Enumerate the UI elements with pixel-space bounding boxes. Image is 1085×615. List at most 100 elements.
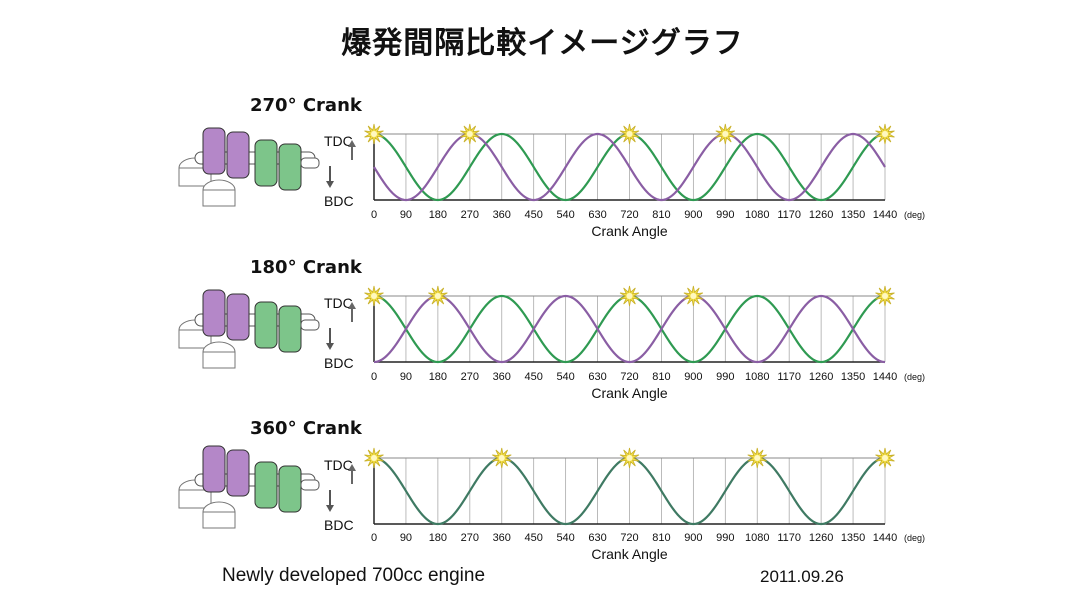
x-tick-label: 540: [556, 532, 574, 544]
x-tick-label: 540: [556, 209, 574, 221]
x-tick-label: 720: [620, 209, 638, 221]
x-tick-label: 270: [461, 532, 479, 544]
page-title: 爆発間隔比較イメージグラフ: [341, 26, 744, 61]
bdc-label: BDC: [324, 355, 354, 371]
x-tick-label: 630: [588, 371, 606, 383]
up-arrow-icon: [348, 140, 356, 147]
x-tick-label: 990: [716, 371, 734, 383]
down-arrow-icon: [326, 505, 334, 512]
x-tick-label: 0: [371, 371, 377, 383]
firing-star-core: [626, 455, 633, 461]
piston-2-body: [202, 351, 236, 369]
firing-star-icon: [364, 123, 384, 145]
x-tick-label: 1260: [809, 371, 833, 383]
x-tick-label: 180: [429, 209, 447, 221]
x-tick-label: 1350: [841, 371, 865, 383]
chart-panel: 270° Crank TDC BDC 0 90 180 270 360 450 540 630 720…: [178, 95, 925, 239]
x-tick-label: 0: [371, 532, 377, 544]
x-tick-label: 1260: [809, 209, 833, 221]
crank-title: 180° Crank: [250, 257, 363, 278]
x-tick-label: 450: [525, 532, 543, 544]
x-tick-label: 450: [525, 371, 543, 383]
crank-web-green-2: [278, 143, 302, 191]
x-tick-label: 1080: [745, 371, 769, 383]
firing-star-icon: [619, 285, 640, 307]
x-tick-label: 90: [400, 209, 412, 221]
x-axis-label: Crank Angle: [591, 223, 667, 239]
firing-star-core: [626, 131, 633, 137]
unit-label: (deg): [904, 210, 925, 220]
x-tick-label: 1350: [841, 532, 865, 544]
firing-star-icon: [492, 447, 512, 469]
x-tick-label: 360: [493, 532, 511, 544]
crank-shaft-end: [300, 157, 320, 169]
crank-web-purple-1: [202, 445, 226, 493]
x-tick-label: 1170: [777, 371, 801, 383]
firing-star-core: [434, 293, 441, 299]
x-tick-label: 270: [461, 209, 479, 221]
firing-star-core: [371, 293, 377, 299]
firing-star-icon: [875, 285, 895, 307]
crank-shaft-end: [300, 479, 320, 491]
x-tick-label: 900: [684, 209, 702, 221]
unit-label: (deg): [904, 533, 925, 543]
x-tick-label: 720: [620, 371, 638, 383]
crank-web-purple-2: [226, 449, 250, 497]
firing-star-core: [626, 293, 633, 299]
x-tick-label: 630: [588, 532, 606, 544]
x-tick-label: 1170: [777, 532, 801, 544]
firing-star-core: [371, 131, 377, 137]
firing-star-core: [754, 455, 761, 461]
x-tick-label: 1170: [777, 209, 801, 221]
x-tick-label: 270: [461, 371, 479, 383]
x-tick-label: 990: [716, 532, 734, 544]
x-tick-label: 810: [652, 209, 670, 221]
x-tick-label: 540: [556, 371, 574, 383]
x-tick-label: 1350: [841, 209, 865, 221]
crank-web-purple-1: [202, 127, 226, 175]
x-tick-label: 630: [588, 209, 606, 221]
x-tick-label: 90: [400, 371, 412, 383]
crankshaft-illustration: [178, 127, 320, 207]
unit-label: (deg): [904, 372, 925, 382]
crank-title: 360° Crank: [250, 418, 363, 439]
crank-web-green-1: [254, 301, 278, 349]
firing-star-icon: [428, 285, 448, 307]
crank-web-purple-2: [226, 131, 250, 179]
firing-star-core: [882, 455, 888, 461]
firing-star-icon: [747, 447, 767, 469]
crank-web-green-1: [254, 139, 278, 187]
firing-star-core: [722, 131, 729, 137]
x-axis-label: Crank Angle: [591, 385, 667, 401]
up-arrow-icon: [348, 464, 356, 471]
x-tick-label: 360: [493, 371, 511, 383]
x-tick-label: 90: [400, 532, 412, 544]
crankshaft-illustration: [178, 289, 320, 369]
x-tick-label: 720: [620, 532, 638, 544]
firing-star-core: [882, 131, 888, 137]
down-arrow-icon: [326, 181, 334, 188]
x-tick-label: 810: [652, 532, 670, 544]
x-tick-label: 1440: [873, 209, 897, 221]
date-caption: 2011.09.26: [760, 567, 844, 586]
piston-2-body: [202, 189, 236, 207]
x-tick-label: 1260: [809, 532, 833, 544]
x-tick-label: 450: [525, 209, 543, 221]
x-tick-label: 180: [429, 371, 447, 383]
crank-web-purple-2: [226, 293, 250, 341]
x-tick-label: 1080: [745, 532, 769, 544]
firing-star-core: [690, 293, 697, 299]
firing-star-core: [466, 131, 473, 137]
firing-star-icon: [364, 447, 384, 469]
x-tick-label: 900: [684, 532, 702, 544]
piston-1-body: [178, 167, 212, 187]
x-tick-label: 900: [684, 371, 702, 383]
crank-web-green-1: [254, 461, 278, 509]
crank-title: 270° Crank: [250, 95, 363, 116]
firing-star-icon: [875, 123, 895, 145]
chart-panel: 360° Crank TDC BDC 0 90 180 270 360 450 540 630 720…: [178, 418, 925, 562]
bdc-label: BDC: [324, 517, 354, 533]
tdc-label: TDC: [324, 133, 353, 149]
series-line: [373, 132, 886, 202]
